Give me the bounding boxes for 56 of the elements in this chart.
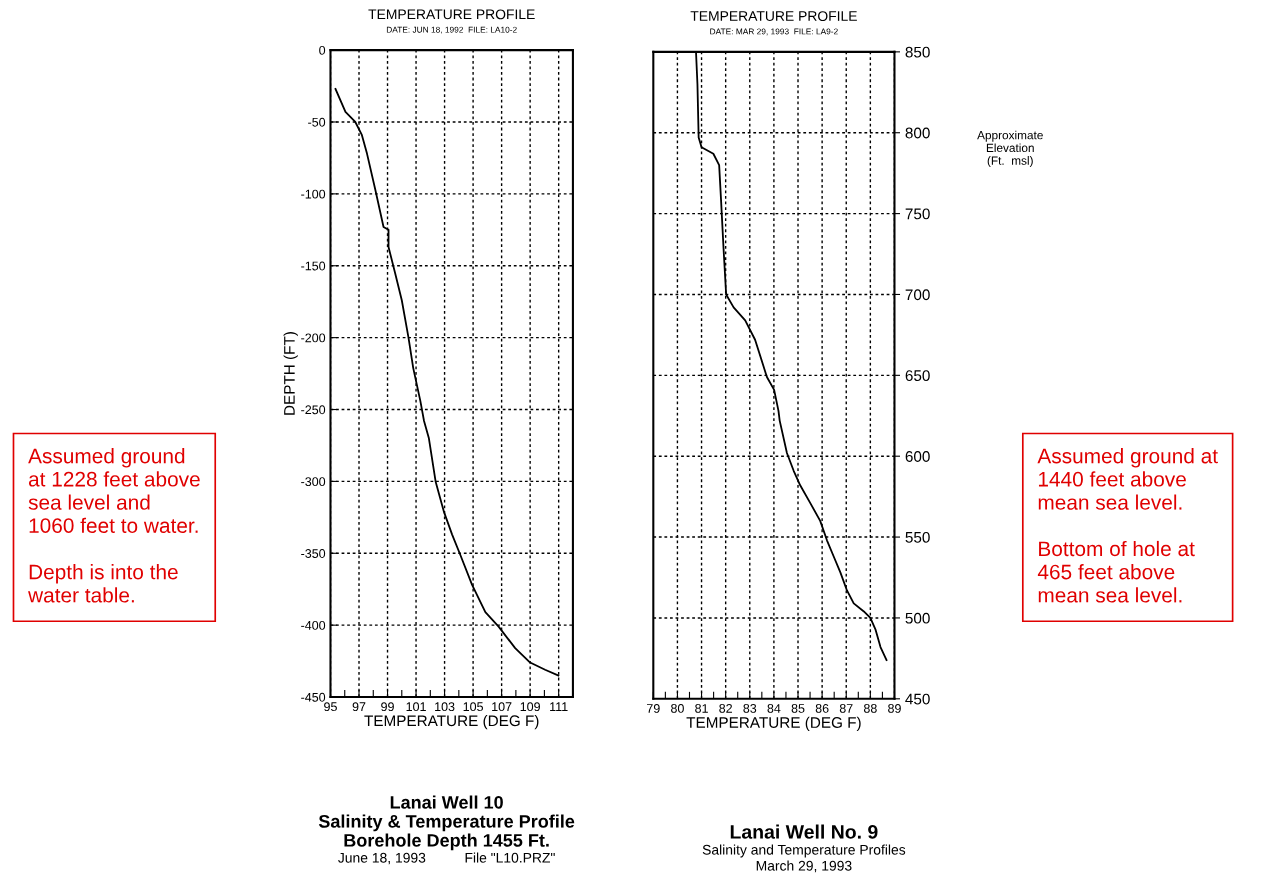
text: Salinity and Temperature Profiles — [702, 844, 906, 858]
x-axis-title: TEMPERATURE (DEG F) — [364, 714, 539, 730]
chart-subtitle: DATE: MAR 29, 1993 FILE: LA9-2 — [710, 28, 838, 36]
y-axis-title: Approximate Elevation (Ft. msl) — [977, 130, 1043, 168]
x-tick-label: 79 — [647, 704, 660, 713]
x-tick-label: 83 — [743, 704, 757, 713]
x-tick-label: 97 — [352, 702, 366, 712]
y-tick-label: -250 — [301, 405, 326, 415]
y-tick-label: -200 — [301, 333, 326, 343]
y-tick-label: 500 — [905, 612, 930, 624]
x-tick-label: 109 — [520, 702, 540, 712]
chart-title: TEMPERATURE PROFILE — [690, 11, 857, 21]
y-tick-label: -300 — [301, 477, 326, 487]
x-tick-label: 89 — [888, 704, 901, 713]
x-tick-label: 101 — [406, 702, 426, 712]
y-tick-label: -150 — [301, 261, 326, 271]
x-tick-label: 105 — [463, 702, 483, 712]
y-tick-label: 0 — [319, 45, 326, 55]
x-tick-label: 84 — [767, 704, 781, 713]
y-tick-label: -50 — [308, 117, 326, 127]
y-tick-label: -350 — [301, 549, 326, 558]
chart-subtitle: DATE: JUN 18, 1992 FILE: LA10-2 — [386, 26, 517, 34]
x-tick-label: 80 — [671, 704, 684, 713]
y-tick-label: -400 — [301, 620, 326, 630]
y-tick-label: 800 — [905, 127, 930, 139]
x-tick-label: 82 — [719, 704, 732, 713]
x-tick-label: 111 — [550, 702, 568, 711]
y-tick-label: 600 — [905, 451, 930, 462]
text: Lanai Well 10 — [390, 795, 503, 809]
y-tick-label: 850 — [905, 46, 930, 58]
y-tick-label: 650 — [905, 370, 930, 382]
y-axis-title: DEPTH (FT) — [283, 332, 298, 415]
x-tick-label: 103 — [435, 702, 455, 712]
text: Assumed ground at 1228 feet above sea level and 1060 feet to water. Depth is into the water table. — [28, 448, 200, 603]
y-tick-label: 450 — [905, 693, 930, 705]
text: Assumed ground at 1440 feet above mean sea level. Bottom of hole at 465 feet above mean sea level. — [1037, 448, 1218, 603]
y-tick-label: 550 — [905, 531, 930, 543]
x-tick-label: 88 — [863, 704, 877, 713]
y-tick-label: -100 — [301, 189, 326, 199]
text: Borehole Depth 1455 Ft. — [344, 833, 549, 851]
text: Lanai Well No. 9 — [730, 824, 878, 839]
x-axis-title: TEMPERATURE (DEG F) — [686, 716, 861, 731]
x-tick-label: 107 — [492, 702, 512, 712]
chart-title: TEMPERATURE PROFILE — [368, 9, 535, 20]
y-tick-label: 750 — [905, 208, 930, 220]
x-tick-label: 85 — [791, 704, 805, 713]
text: June 18, 1993 File "L10.PRZ" — [338, 852, 555, 865]
y-tick-label: -450 — [301, 692, 326, 702]
x-tick-label: 81 — [695, 704, 708, 713]
x-tick-label: 86 — [815, 704, 829, 713]
x-tick-label: 99 — [381, 702, 394, 712]
y-tick-label: 700 — [905, 289, 930, 301]
text: March 29, 1993 — [756, 860, 852, 873]
text: Salinity & Temperature Profile — [318, 814, 575, 832]
x-tick-label: 87 — [839, 704, 853, 713]
x-tick-label: 95 — [324, 702, 337, 712]
